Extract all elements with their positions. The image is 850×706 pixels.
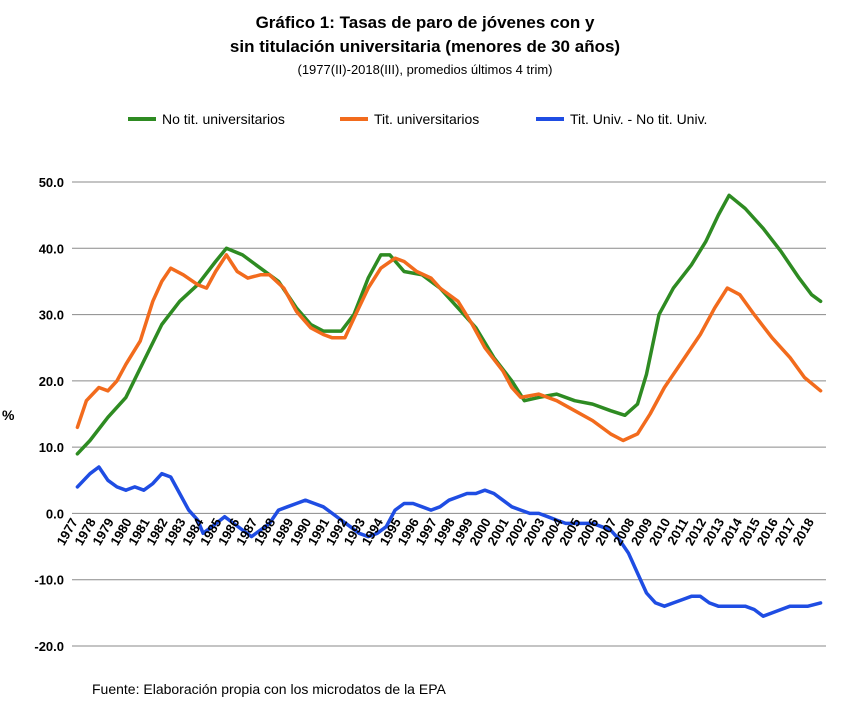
series-line-no-tit (75, 193, 823, 456)
y-axis-label: % (2, 407, 15, 423)
y-axis-ticks: 50.0 40.0 30.0 20.0 10.0 0.0 -10.0 -20.0 (34, 175, 64, 654)
y-tick-label: 10.0 (39, 440, 64, 455)
source-note: Fuente: Elaboración propia con los micro… (92, 681, 446, 697)
y-tick-label: 30.0 (39, 308, 64, 323)
series-lines (75, 193, 823, 618)
legend: No tit. universitarios Tit. universitari… (128, 111, 707, 127)
chart-title-line2: sin titulación universitaria (menores de… (230, 37, 620, 56)
legend-label-no-tit: No tit. universitarios (162, 111, 285, 127)
y-tick-label: 20.0 (39, 374, 64, 389)
y-tick-label: -10.0 (34, 573, 64, 588)
gridlines (72, 181, 826, 647)
chart-subtitle: (1977(II)-2018(III), promedios últimos 4… (297, 62, 552, 77)
series-line-tit (75, 253, 823, 443)
legend-label-tit: Tit. universitarios (374, 111, 479, 127)
series-line-diff (75, 465, 823, 618)
y-tick-label: 50.0 (39, 175, 64, 190)
legend-label-diff: Tit. Univ. - No tit. Univ. (570, 111, 707, 127)
chart-title-line1: Gráfico 1: Tasas de paro de jóvenes con … (256, 13, 595, 32)
y-tick-label: 40.0 (39, 241, 64, 256)
y-tick-label: -20.0 (34, 639, 64, 654)
x-axis-ticks: 1977197819791980198119821983198419851986… (53, 515, 816, 548)
y-tick-label: 0.0 (46, 506, 64, 521)
